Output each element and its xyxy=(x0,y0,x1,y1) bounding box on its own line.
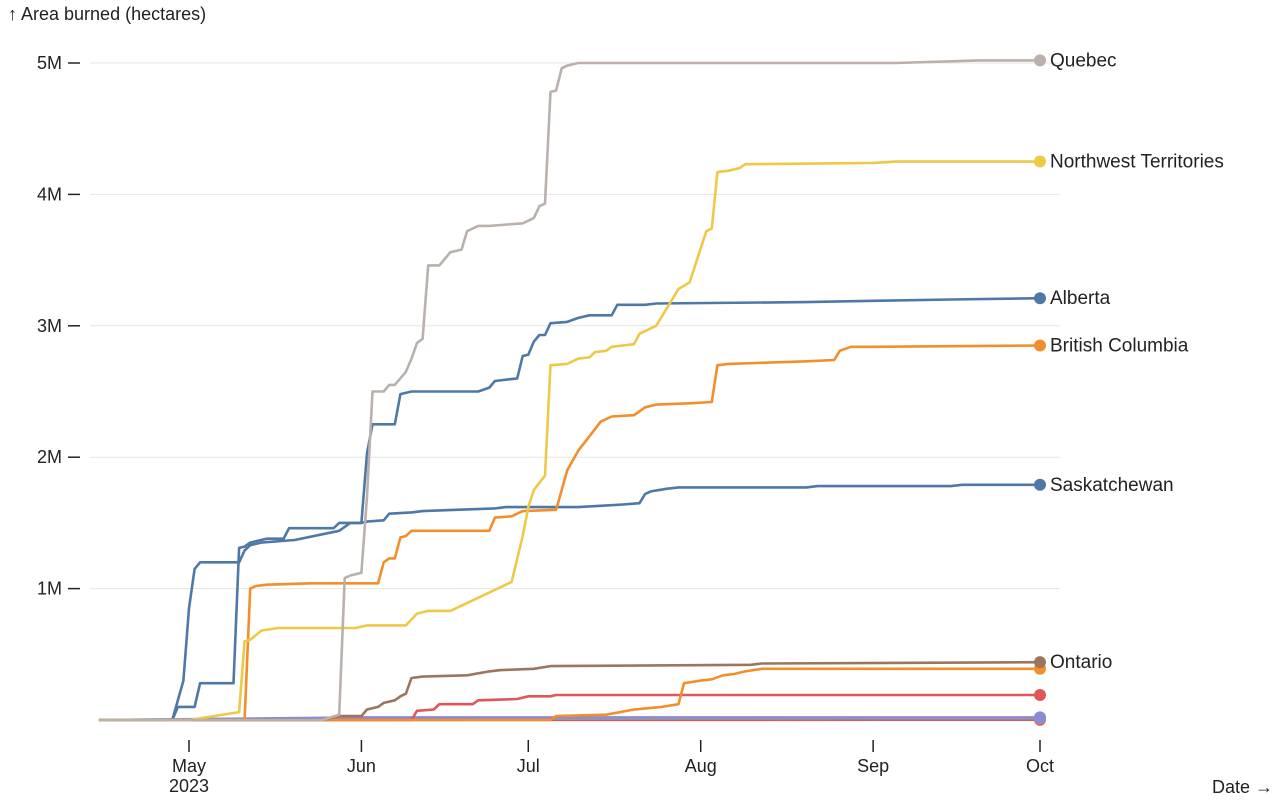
saskatchewan-end-dot xyxy=(1034,478,1046,491)
alberta-line xyxy=(98,296,1042,722)
gridlines xyxy=(90,62,1060,590)
northwest-territories-line xyxy=(98,160,1042,722)
series-labels: Ontario Saskatchewan British Columbia Alber… xyxy=(1050,50,1224,673)
series-lines xyxy=(98,59,1042,722)
series-8-end-dot xyxy=(1034,689,1046,702)
british-columbia-label: British Columbia xyxy=(1050,336,1189,357)
y-tick-label: 5M xyxy=(37,53,62,73)
x-tick-label: Sep xyxy=(857,756,889,776)
northwest-territories-label: Northwest Territories xyxy=(1050,152,1224,173)
x-tick-label: Oct xyxy=(1026,756,1054,776)
x-tick-sublabel: 2023 xyxy=(169,776,209,796)
series-end-dots xyxy=(1034,54,1046,726)
ontario-end-dot xyxy=(1034,656,1046,669)
y-tick-label: 1M xyxy=(37,579,62,599)
alberta-label: Alberta xyxy=(1050,288,1111,309)
x-tick-label: May xyxy=(172,756,206,776)
alberta-end-dot xyxy=(1034,292,1046,305)
saskatchewan-line xyxy=(98,483,1042,722)
ontario-line xyxy=(98,660,1042,722)
y-tick-label: 2M xyxy=(37,447,62,467)
quebec-end-dot xyxy=(1034,54,1046,67)
series-7-line xyxy=(98,667,1042,722)
british-columbia-end-dot xyxy=(1034,339,1046,352)
ontario-label: Ontario xyxy=(1050,652,1112,673)
y-axis: 1M 2M 3M 4M 5M xyxy=(37,53,80,599)
y-tick-label: 3M xyxy=(37,316,62,336)
x-tick-label: Jul xyxy=(517,756,540,776)
saskatchewan-label: Saskatchewan xyxy=(1050,475,1174,496)
y-axis-title: ↑ Area burned (hectares) xyxy=(8,4,206,24)
x-axis-title: Date → xyxy=(1212,777,1273,797)
x-tick-label: Aug xyxy=(685,756,717,776)
series-8-line xyxy=(98,693,1042,722)
x-tick-label: Jun xyxy=(347,756,376,776)
northwest-territories-end-dot xyxy=(1034,155,1046,168)
series-9-end-dot xyxy=(1034,711,1046,724)
british-columbia-line xyxy=(98,344,1042,722)
quebec-label: Quebec xyxy=(1050,50,1117,71)
y-tick-label: 4M xyxy=(37,184,62,204)
quebec-line xyxy=(98,59,1042,722)
